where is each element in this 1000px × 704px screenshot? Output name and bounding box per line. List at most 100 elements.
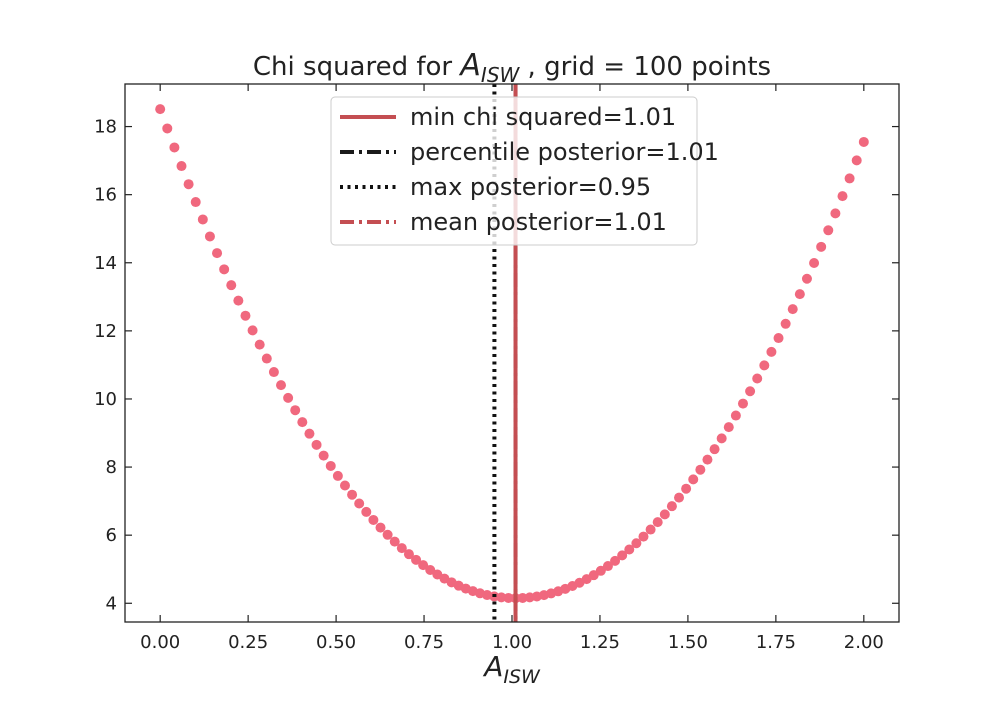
legend-box bbox=[330, 96, 698, 246]
scatter-point bbox=[339, 480, 350, 491]
title-symbol: A bbox=[458, 48, 481, 83]
x-tick-label: 0.00 bbox=[140, 632, 180, 653]
scatter-point bbox=[659, 509, 670, 520]
scatter-point bbox=[354, 498, 365, 509]
y-tick-label: 10 bbox=[94, 389, 117, 410]
scatter-points bbox=[155, 104, 869, 604]
scatter-point bbox=[801, 273, 812, 284]
x-tick-label: 1.25 bbox=[580, 632, 620, 653]
scatter-point bbox=[503, 592, 514, 603]
scatter-point bbox=[411, 554, 422, 565]
scatter-point bbox=[204, 231, 215, 242]
scatter-point bbox=[368, 514, 379, 525]
scatter-point bbox=[389, 536, 400, 547]
scatter-point bbox=[425, 565, 436, 576]
chart-title: Chi squared for AISW , grid = 100 points bbox=[253, 48, 771, 87]
scatter-point bbox=[219, 264, 230, 275]
scatter-point bbox=[197, 214, 208, 225]
scatter-point bbox=[844, 173, 855, 184]
scatter-point bbox=[652, 517, 663, 528]
scatter-point bbox=[737, 398, 748, 409]
scatter-point bbox=[247, 325, 258, 336]
scatter-point bbox=[375, 522, 386, 533]
y-tick-label: 12 bbox=[94, 321, 117, 342]
scatter-point bbox=[631, 538, 642, 549]
x-tick-label: 0.75 bbox=[404, 632, 444, 653]
scatter-point bbox=[766, 346, 777, 357]
scatter-point bbox=[290, 405, 301, 416]
scatter-point bbox=[773, 333, 784, 344]
x-axis-label-subscript: ISW bbox=[503, 666, 541, 688]
scatter-point bbox=[730, 410, 741, 421]
y-tick-label: 6 bbox=[106, 525, 117, 546]
title-suffix: , grid = 100 points bbox=[519, 52, 771, 82]
axis-ticks bbox=[125, 84, 899, 622]
scatter-point bbox=[261, 353, 272, 364]
scatter-point bbox=[318, 450, 329, 461]
scatter-point bbox=[645, 524, 656, 535]
x-tick-label: 1.75 bbox=[756, 632, 796, 653]
x-tick-label: 1.00 bbox=[492, 632, 532, 653]
scatter-point bbox=[155, 104, 166, 115]
scatter-point bbox=[823, 225, 834, 236]
legend-label-4: mean posterior=1.01 bbox=[410, 208, 667, 236]
scatter-point bbox=[190, 197, 201, 208]
scatter-point bbox=[176, 161, 187, 172]
scatter-point bbox=[716, 433, 727, 444]
scatter-point bbox=[837, 191, 848, 202]
scatter-point bbox=[403, 549, 414, 560]
x-tick-label: 0.50 bbox=[316, 632, 356, 653]
scatter-point bbox=[858, 136, 869, 147]
scatter-point bbox=[418, 560, 429, 571]
scatter-point bbox=[816, 241, 827, 252]
title-symbol-subscript: ISW bbox=[481, 63, 521, 87]
scatter-point bbox=[745, 386, 756, 397]
scatter-point bbox=[752, 373, 763, 384]
scatter-point bbox=[681, 483, 692, 494]
scatter-point bbox=[347, 489, 358, 500]
scatter-point bbox=[787, 304, 798, 315]
scatter-point bbox=[723, 422, 734, 433]
title-prefix: Chi squared for bbox=[253, 52, 460, 82]
scatter-point bbox=[283, 392, 294, 403]
scatter-point bbox=[240, 310, 251, 321]
scatter-point bbox=[382, 529, 393, 540]
y-tick-label: 8 bbox=[106, 457, 117, 478]
legend: min chi squared=1.01 percentile posterior… bbox=[330, 96, 719, 246]
tick-labels: 0.00 0.25 0.50 0.75 1.00 1.25 1.50 1.75 2.00 4 6 8 1… bbox=[94, 117, 884, 653]
y-tick-label: 14 bbox=[94, 253, 117, 274]
scatter-point bbox=[595, 565, 606, 576]
x-tick-label: 2.00 bbox=[844, 632, 884, 653]
y-tick-label: 18 bbox=[94, 117, 117, 138]
scatter-point bbox=[610, 555, 621, 566]
scatter-point bbox=[361, 506, 372, 517]
scatter-point bbox=[624, 544, 635, 555]
scatter-point bbox=[674, 492, 685, 503]
scatter-point bbox=[794, 289, 805, 300]
scatter-point bbox=[162, 123, 173, 134]
x-axis-label: AISW bbox=[482, 650, 541, 688]
legend-label-1: min chi squared=1.01 bbox=[410, 103, 676, 131]
scatter-point bbox=[304, 428, 315, 439]
scatter-point bbox=[396, 543, 407, 554]
scatter-point bbox=[212, 248, 223, 259]
scatter-point bbox=[702, 454, 713, 465]
scatter-point bbox=[709, 444, 720, 455]
scatter-point bbox=[297, 417, 308, 428]
scatter-point bbox=[233, 295, 244, 306]
scatter-point bbox=[254, 339, 265, 350]
scatter-point bbox=[169, 142, 180, 153]
scatter-point bbox=[666, 501, 677, 512]
scatter-point bbox=[332, 470, 343, 481]
scatter-point bbox=[602, 561, 613, 572]
scatter-point bbox=[183, 179, 194, 190]
scatter-point bbox=[695, 464, 706, 475]
scatter-point bbox=[325, 460, 336, 471]
x-tick-label: 1.50 bbox=[668, 632, 708, 653]
y-tick-label: 16 bbox=[94, 185, 117, 206]
scatter-point bbox=[638, 531, 649, 542]
scatter-point bbox=[851, 155, 862, 166]
scatter-point bbox=[276, 380, 287, 391]
